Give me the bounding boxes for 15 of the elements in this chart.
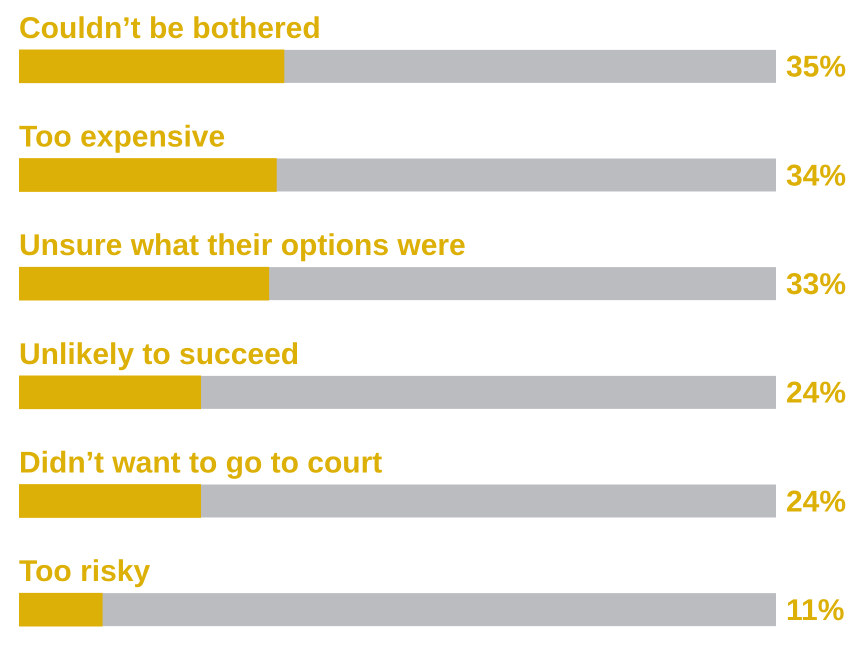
bar	[19, 484, 202, 518]
y-tick-label: Too risky	[19, 555, 150, 588]
data-label: 11%	[786, 594, 844, 627]
y-tick-label: Didn’t want to go to court	[19, 446, 382, 480]
bar	[19, 592, 103, 626]
data-label: 33%	[786, 268, 846, 301]
data-label: 35%	[786, 50, 846, 84]
data-label: 24%	[786, 485, 846, 518]
bar	[19, 376, 202, 410]
y-tick-label: Too expensive	[19, 120, 226, 154]
y-tick-label: Unlikely to succeed	[19, 338, 300, 371]
y-tick-label: Couldn’t be bothered	[19, 12, 321, 45]
y-tick-label: Unsure what their options were	[19, 229, 466, 262]
data-label: 34%	[786, 159, 846, 192]
data-label: 24%	[786, 376, 846, 410]
